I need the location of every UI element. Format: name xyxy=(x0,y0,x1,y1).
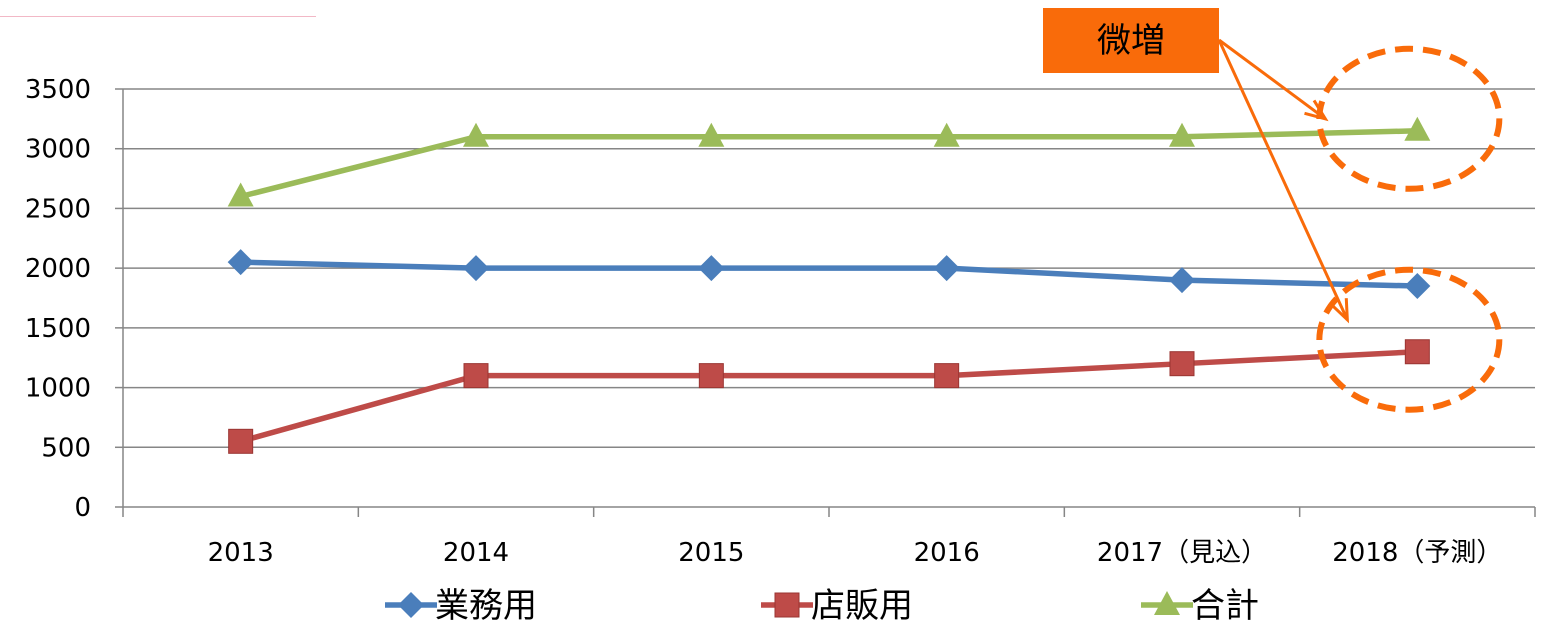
legend-marker-2 xyxy=(1154,591,1180,615)
y-tick-label-3000: 3000 xyxy=(25,135,91,165)
point-s2-4 xyxy=(1169,122,1195,147)
y-tick-label-1000: 1000 xyxy=(25,374,91,404)
x-tick-label-2013: 2013 xyxy=(208,538,274,568)
top-divider-line xyxy=(0,16,316,17)
annotation-arrowhead-0 xyxy=(1304,99,1329,122)
y-tick-label-0: 0 xyxy=(74,493,91,523)
x-tick-label-2018: 2018（予測） xyxy=(1332,538,1502,568)
annotation: 微増 xyxy=(1043,8,1503,413)
highlight-circle-1 xyxy=(1316,266,1503,413)
y-axis-ticks: 0 500 1000 1500 2000 2500 3000 3500 xyxy=(25,75,123,523)
gridlines xyxy=(123,88,1535,449)
point-s1-1 xyxy=(463,363,489,389)
y-tick-label-2500: 2500 xyxy=(25,194,91,224)
x-tick-label-2017: 2017（見込） xyxy=(1097,538,1267,568)
legend-marker-0 xyxy=(398,592,424,618)
point-s0-2 xyxy=(698,255,725,282)
point-s2-0 xyxy=(227,182,254,207)
legend-marker-1 xyxy=(774,592,800,618)
annotation-label: 微増 xyxy=(1097,21,1165,61)
point-s0-5 xyxy=(1404,273,1431,300)
legend-label-0: 業務用 xyxy=(435,586,537,626)
axes xyxy=(122,89,1535,508)
series-line-1 xyxy=(239,348,1418,444)
point-s2-1 xyxy=(463,122,489,147)
point-s2-2 xyxy=(698,122,725,147)
annotation-arrow-0 xyxy=(1218,38,1327,121)
highlight-circle-0 xyxy=(1316,45,1503,192)
point-s0-0 xyxy=(227,249,254,276)
point-s2-3 xyxy=(933,122,960,147)
y-tick-label-1500: 1500 xyxy=(25,314,91,344)
legend-label-2: 合計 xyxy=(1191,586,1259,626)
legend-label-1: 店販用 xyxy=(811,586,913,626)
x-tick-label-2016: 2016 xyxy=(914,538,980,568)
annotation-arrow-1 xyxy=(1217,39,1349,321)
legend: 業務用 店販用 合計 xyxy=(385,586,1259,626)
point-s1-0 xyxy=(228,428,254,454)
x-tick-label-2014: 2014 xyxy=(443,538,509,568)
y-tick-label-500: 500 xyxy=(41,433,91,463)
point-s2-5 xyxy=(1404,116,1431,141)
annotation-arrowhead-1 xyxy=(1330,298,1350,324)
y-tick-label-2000: 2000 xyxy=(25,254,91,284)
series-lines xyxy=(239,128,1418,444)
series-markers xyxy=(227,116,1431,454)
series-line-2 xyxy=(239,128,1418,200)
x-tick-label-2015: 2015 xyxy=(678,538,744,568)
x-axis-ticks: 2013 2014 2015 2016 2017（見込） 2018（予測） xyxy=(122,507,1536,568)
point-s1-5 xyxy=(1404,339,1430,365)
point-s1-3 xyxy=(934,363,960,389)
point-s0-4 xyxy=(1169,267,1195,294)
series-line-0 xyxy=(240,259,1418,289)
point-s0-3 xyxy=(933,255,960,282)
point-s1-4 xyxy=(1169,351,1195,377)
annotation-box xyxy=(1043,8,1219,73)
y-tick-label-3500: 3500 xyxy=(25,75,91,105)
point-s0-1 xyxy=(463,255,489,282)
point-s1-2 xyxy=(698,363,724,389)
